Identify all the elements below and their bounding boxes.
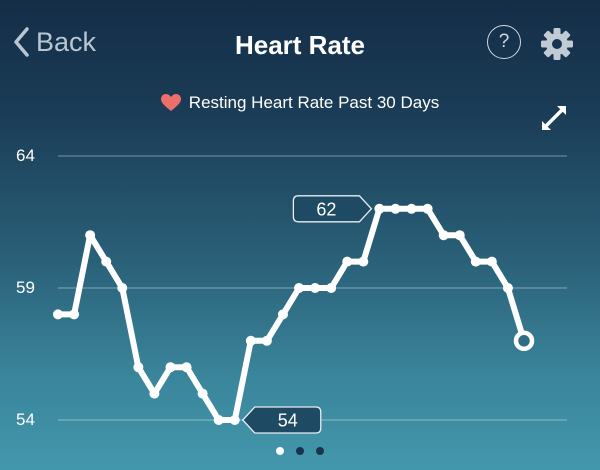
data-point[interactable]	[390, 203, 401, 214]
svg-text:62: 62	[316, 199, 336, 219]
data-point[interactable]	[85, 230, 96, 241]
data-point[interactable]	[342, 256, 353, 267]
page-indicator	[0, 447, 600, 455]
data-point[interactable]	[438, 230, 449, 241]
data-point[interactable]	[213, 415, 224, 425]
chevron-left-icon	[14, 27, 29, 57]
question-circle-icon: ?	[498, 31, 510, 52]
data-point[interactable]	[245, 335, 256, 346]
data-point[interactable]	[229, 415, 240, 425]
data-point[interactable]	[310, 283, 321, 293]
data-point[interactable]	[101, 256, 112, 267]
max-tag-shape: 62	[292, 195, 373, 223]
data-point[interactable]	[513, 330, 535, 352]
heart-rate-line	[55, 205, 527, 423]
page-dot[interactable]	[296, 447, 304, 455]
page-dot[interactable]	[276, 447, 284, 455]
chart-subtitle: Resting Heart Rate Past 30 Days	[0, 93, 600, 113]
data-point[interactable]	[358, 256, 369, 267]
data-point[interactable]	[422, 203, 433, 214]
data-point[interactable]	[502, 283, 513, 293]
back-button[interactable]: Back	[12, 26, 96, 58]
help-button[interactable]: ?	[487, 25, 521, 59]
data-point[interactable]	[326, 283, 337, 293]
data-point[interactable]	[261, 335, 272, 346]
data-point[interactable]	[149, 388, 160, 399]
page-dot[interactable]	[316, 447, 324, 455]
expand-arrows-icon	[542, 106, 566, 130]
data-point[interactable]	[69, 309, 80, 320]
subtitle-text: Resting Heart Rate Past 30 Days	[188, 93, 440, 112]
data-point[interactable]	[133, 362, 144, 373]
data-point[interactable]	[53, 309, 63, 320]
y-tick-54: 54	[16, 410, 35, 429]
gear-icon	[541, 28, 573, 60]
back-label: Back	[36, 26, 97, 57]
data-point[interactable]	[406, 203, 417, 214]
data-point[interactable]	[470, 256, 481, 267]
data-point[interactable]	[117, 283, 128, 293]
data-point[interactable]	[454, 230, 465, 241]
data-point[interactable]	[181, 362, 192, 373]
data-point[interactable]	[486, 256, 497, 267]
svg-text:54: 54	[278, 411, 298, 431]
data-point[interactable]	[294, 283, 305, 293]
heart-icon	[160, 94, 181, 111]
expand-button[interactable]	[540, 104, 568, 137]
min-tag-shape: 54	[241, 406, 322, 434]
settings-button[interactable]	[540, 27, 574, 66]
data-point[interactable]	[374, 203, 385, 214]
y-tick-59: 59	[16, 278, 35, 297]
y-tick-64: 64	[16, 146, 35, 165]
data-point[interactable]	[197, 388, 208, 399]
data-point[interactable]	[165, 362, 176, 373]
data-point[interactable]	[277, 309, 288, 320]
